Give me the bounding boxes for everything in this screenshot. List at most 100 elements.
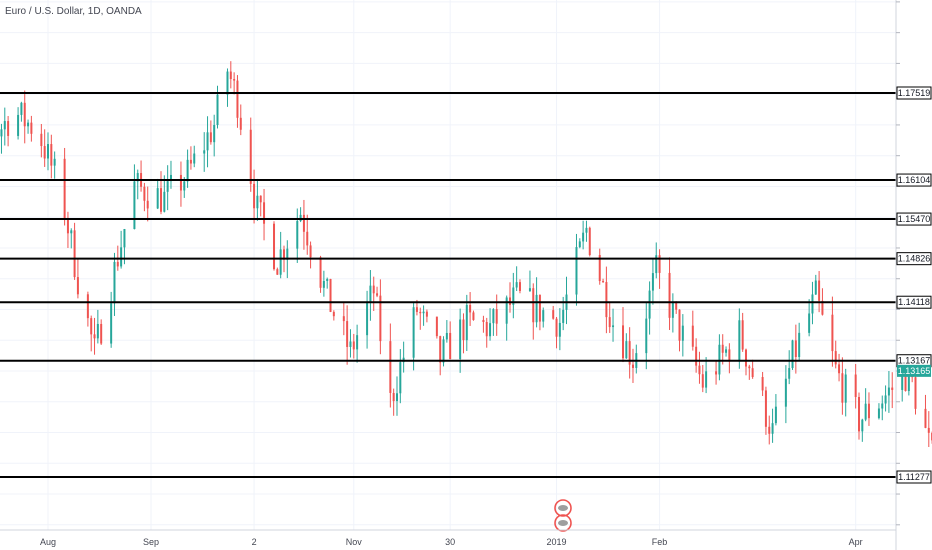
candle-body: [236, 80, 239, 118]
candle-body: [788, 368, 791, 379]
candle-body: [332, 311, 335, 317]
candle-body: [701, 374, 704, 388]
candle-body: [256, 195, 259, 209]
candle-body: [834, 351, 837, 365]
candle-body: [392, 392, 395, 402]
candle-body: [43, 146, 46, 159]
candle-body: [273, 223, 276, 270]
candle-body: [622, 325, 625, 359]
level-price-tag: [896, 252, 932, 266]
candle-body: [602, 281, 605, 283]
candle-body: [163, 191, 166, 212]
candle-body: [76, 277, 79, 295]
candle-body: [296, 220, 299, 249]
candle-body: [691, 325, 694, 347]
candle-body: [203, 150, 206, 154]
candle-body: [838, 364, 841, 374]
candle-body: [578, 241, 581, 248]
last-price-tag: [897, 364, 931, 377]
candle-body: [914, 377, 917, 409]
candle-body: [725, 349, 728, 353]
candle-body: [329, 278, 332, 312]
candle-body: [695, 346, 698, 366]
level-price-label: 1.14118: [898, 297, 930, 307]
candle-body: [263, 202, 266, 224]
candle-body: [645, 318, 648, 354]
candle-body: [53, 158, 56, 166]
candle-body: [40, 133, 43, 147]
candle-body: [369, 285, 372, 303]
candle-body: [582, 232, 585, 242]
candle-body: [924, 408, 927, 428]
candle-body: [379, 295, 382, 342]
candle-body: [651, 273, 654, 291]
candle-body: [608, 317, 611, 328]
candle-body: [555, 318, 558, 337]
level-price-label: 1.15470: [898, 214, 931, 224]
candle-body: [768, 426, 771, 434]
candle-body: [439, 336, 442, 363]
candle-body: [93, 334, 96, 339]
candle-body: [831, 314, 834, 352]
candle-body: [425, 311, 428, 317]
candle-body: [575, 247, 578, 295]
candle-body: [73, 230, 76, 278]
candle-body: [253, 183, 256, 209]
candle-body: [309, 245, 312, 258]
candle-body: [302, 214, 305, 232]
candle-body: [66, 219, 69, 234]
candle-body: [249, 129, 252, 184]
x-tick-label: Feb: [652, 537, 668, 547]
candle-body: [538, 294, 541, 322]
candle-body: [518, 282, 521, 291]
candle-body: [229, 71, 232, 80]
candle-body: [469, 304, 472, 313]
candle-body: [326, 278, 329, 282]
candle-body: [346, 321, 349, 347]
x-tick-label: 2: [252, 537, 257, 547]
candle-body: [808, 313, 811, 333]
candle-body: [798, 332, 801, 358]
candle-body: [625, 341, 628, 359]
candle-body: [259, 195, 262, 203]
candle-body: [631, 364, 634, 368]
candle-body: [748, 366, 751, 369]
candle-body: [233, 79, 236, 81]
last-price-label: 1.13165: [898, 366, 931, 376]
candle-body: [349, 341, 352, 347]
candle-body: [489, 323, 492, 337]
candle-body: [811, 294, 814, 314]
candle-body: [741, 320, 744, 350]
candle-body: [86, 294, 89, 319]
candle-body: [861, 419, 864, 432]
x-tick-label: Aug: [40, 537, 56, 547]
candle-body: [562, 309, 565, 323]
candle-body: [505, 297, 508, 324]
candle-body: [90, 318, 93, 335]
candle-body: [705, 371, 708, 388]
candle-body: [535, 294, 538, 323]
candle-body: [209, 132, 212, 143]
candle-body: [927, 427, 930, 433]
candle-body: [47, 144, 49, 159]
price-axis: 1.17519 1.16104 1.15470 1.14826 1.14118 1.131…: [896, 1, 932, 526]
time-axis: AugSep2Nov302019FebAprMayJun2AugSepOctNo…: [40, 537, 863, 547]
candle-body: [877, 408, 880, 419]
candle-body: [206, 132, 209, 151]
candle-body: [485, 322, 488, 337]
candle-body: [395, 393, 398, 402]
candle-body: [110, 303, 113, 344]
x-tick-label: 30: [445, 537, 455, 547]
x-tick-label: Sep: [143, 537, 159, 547]
candle-body: [143, 186, 146, 201]
candle-body: [352, 341, 355, 350]
candle-body: [239, 117, 242, 130]
candle-body: [744, 349, 747, 367]
candle-body: [133, 181, 136, 230]
candle-body: [276, 269, 279, 275]
candle-body: [482, 319, 485, 323]
candle-body: [186, 159, 189, 182]
candle-body: [814, 280, 817, 295]
candle-body: [100, 323, 103, 344]
